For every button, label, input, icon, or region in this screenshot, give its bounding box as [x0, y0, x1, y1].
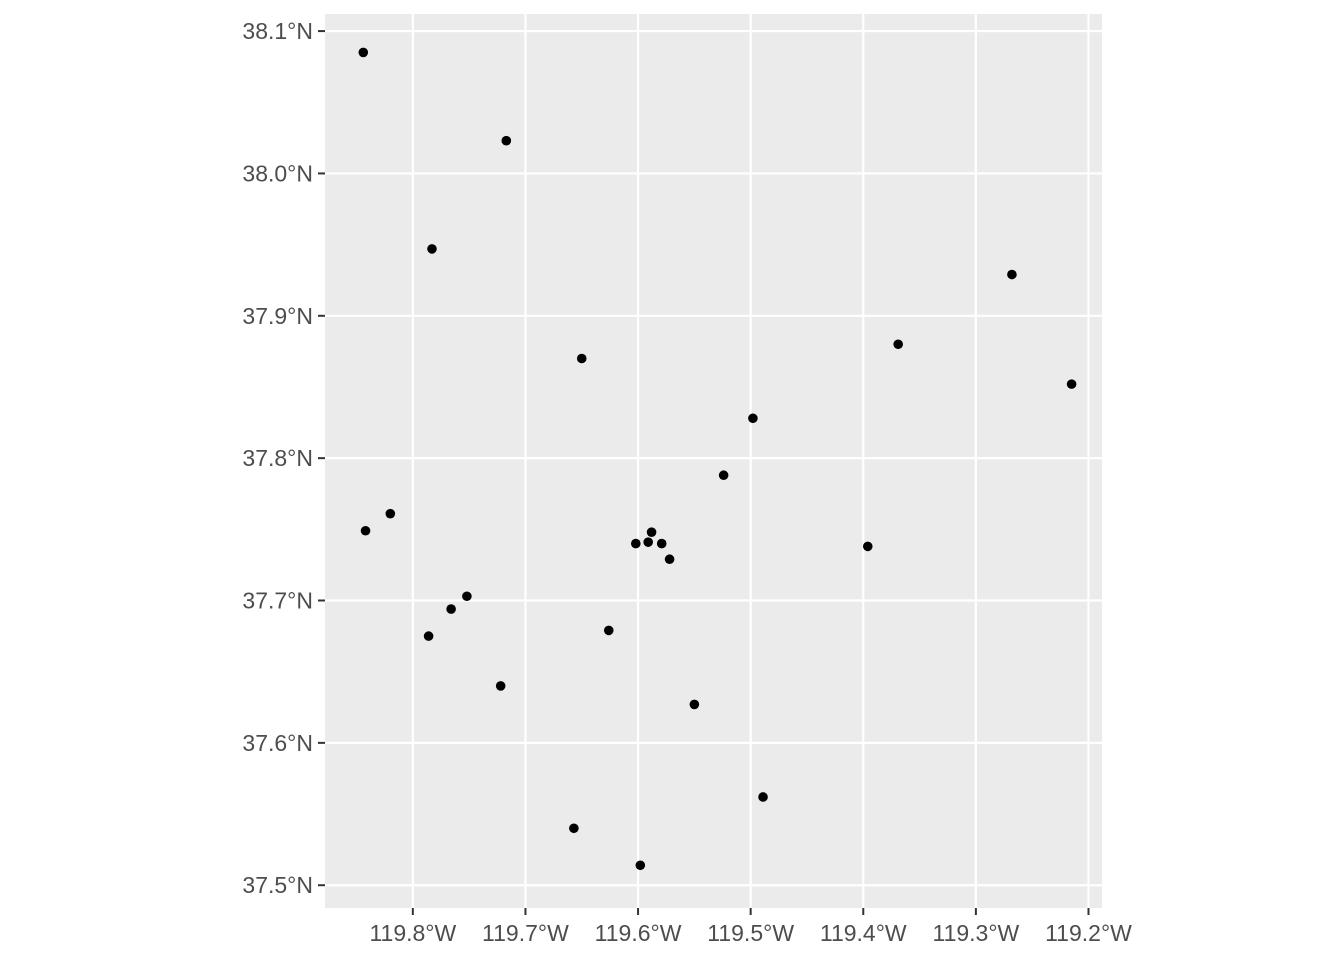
data-point — [569, 823, 579, 834]
data-points — [358, 47, 1077, 871]
data-point — [358, 47, 369, 58]
x-tick-label: 119.8°W — [369, 920, 456, 946]
data-point — [631, 538, 641, 549]
x-tick-label: 119.6°W — [595, 920, 682, 946]
data-point — [576, 353, 587, 364]
data-point — [423, 631, 434, 641]
data-point — [495, 681, 506, 691]
data-point — [646, 527, 657, 537]
y-tick-label: 37.6°N — [242, 730, 313, 756]
data-point — [360, 525, 371, 536]
data-point — [893, 339, 903, 350]
x-tick-label: 119.4°W — [820, 920, 907, 946]
x-tick-label: 119.5°W — [707, 920, 794, 946]
x-tick-label: 119.3°W — [932, 920, 1019, 946]
x-tick-label: 119.2°W — [1045, 920, 1132, 946]
data-point — [656, 538, 667, 549]
data-point — [862, 541, 873, 552]
y-axis-tick-labels: 37.5°N 37.6°N 37.7°N 37.8°N 37.9°N 38.0°N 38.1… — [242, 18, 313, 898]
x-axis-tick-labels: 119.8°W 119.7°W 119.6°W 119.5°W 119.4°W 119.3… — [369, 920, 1132, 946]
data-point — [462, 591, 472, 602]
data-point — [603, 625, 614, 636]
axis-ticks — [318, 30, 1090, 915]
data-point — [1066, 379, 1077, 389]
data-point — [689, 699, 700, 710]
data-point — [718, 470, 729, 481]
y-tick-label: 37.8°N — [242, 445, 313, 471]
plot-panel — [325, 14, 1102, 908]
data-point — [664, 554, 675, 565]
y-tick-label: 38.1°N — [242, 18, 313, 44]
data-point — [1007, 269, 1017, 280]
data-point — [635, 860, 646, 871]
y-tick-label: 37.7°N — [242, 588, 313, 614]
data-point — [643, 537, 653, 547]
y-tick-label: 38.0°N — [242, 160, 313, 186]
data-point — [501, 135, 512, 146]
data-point — [427, 244, 437, 254]
x-tick-label: 119.7°W — [482, 920, 569, 946]
data-point — [748, 413, 758, 424]
data-point — [446, 604, 456, 614]
data-point — [758, 792, 768, 802]
y-tick-label: 37.9°N — [242, 303, 313, 329]
data-point — [385, 508, 396, 519]
y-tick-label: 37.5°N — [242, 872, 313, 898]
grid-lines — [325, 14, 1102, 908]
